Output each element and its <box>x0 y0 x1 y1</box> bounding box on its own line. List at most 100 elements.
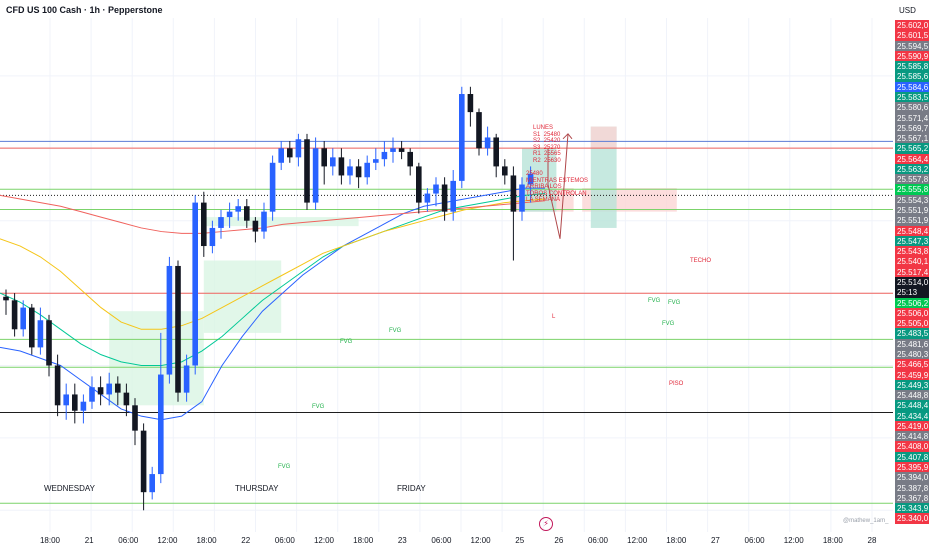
candle-body <box>287 148 293 158</box>
time-tick-label: 18:00 <box>196 536 217 545</box>
candle-body <box>209 227 216 247</box>
day-label-friday: FRIDAY <box>397 484 426 493</box>
candle-body <box>510 175 517 212</box>
candles <box>3 86 534 511</box>
fvg-label: FVG <box>648 298 661 304</box>
price-label: 25.583,5 <box>895 91 929 103</box>
price-label: 25.480,3 <box>895 348 929 360</box>
candle-body <box>398 148 405 152</box>
candle-body <box>450 180 456 212</box>
candle-body <box>459 94 465 181</box>
price-label: 25.551,9 <box>895 205 929 217</box>
time-tick-label: 25 <box>515 536 525 545</box>
piso-label: PISO <box>669 381 684 387</box>
candle-body <box>381 151 388 160</box>
time-tick-label: 28 <box>867 536 877 545</box>
candle-body <box>244 206 250 221</box>
price-label: 25.565,2 <box>895 143 929 155</box>
zone-box <box>590 126 617 149</box>
price-label: 25.343,9 <box>895 503 929 515</box>
fvg-label: FVG <box>312 404 325 410</box>
price-label: 25.594,5 <box>895 40 929 52</box>
price-label: 25.602,0 <box>895 20 929 31</box>
price-label: 25.506,2 <box>895 297 929 309</box>
price-label: 25.459,9 <box>895 369 929 381</box>
time-tick-label: 22 <box>241 536 251 545</box>
candle-body <box>20 307 26 330</box>
time-tick-label: 18:00 <box>666 536 687 545</box>
time-tick-label: 26 <box>554 536 564 545</box>
candle-body <box>338 157 345 176</box>
price-label: 25.571,4 <box>895 112 929 124</box>
price-label: 25.517,4 <box>895 266 929 278</box>
price-label: 25.395,9 <box>895 462 929 474</box>
day-label-wednesday: WEDNESDAY <box>44 484 95 493</box>
time-tick-label: 12:00 <box>157 536 178 545</box>
candle-body <box>321 148 327 167</box>
price-label: 25.590,9 <box>895 50 929 62</box>
candle-body <box>115 383 121 393</box>
candle-body <box>123 392 130 406</box>
candle-body <box>269 162 276 212</box>
price-label: 25.547,3 <box>895 235 929 247</box>
candle-body <box>218 217 224 228</box>
candle-body <box>390 148 396 152</box>
horizontal-levels <box>0 140 893 504</box>
candle-body <box>519 184 525 212</box>
price-label: 25.514,0 <box>895 277 929 288</box>
price-label: 25.419,0 <box>895 420 929 432</box>
fvg-label: FVG <box>668 300 681 306</box>
candle-body <box>29 307 35 348</box>
fvg-label: FVG <box>662 321 675 327</box>
candle-body <box>201 202 207 247</box>
candle-body <box>175 265 181 393</box>
time-tick-label: 06:00 <box>744 536 765 545</box>
price-label: 25.543,8 <box>895 246 929 258</box>
candle-body <box>355 166 362 178</box>
candle-body <box>416 166 422 203</box>
price-label: 25.414,8 <box>895 431 929 443</box>
candle-body <box>106 383 112 395</box>
candle-body <box>97 387 104 395</box>
price-label: 25.540,1 <box>895 256 929 268</box>
candle-body <box>373 159 379 163</box>
price-label: 25.448,8 <box>895 390 929 402</box>
time-tick-label: 21 <box>84 536 94 545</box>
price-label: 25.434,4 <box>895 410 929 422</box>
candle-body <box>72 394 78 411</box>
time-tick-label: 06:00 <box>587 536 609 545</box>
price-label: 25.564,4 <box>895 153 929 165</box>
candle-body <box>476 112 482 149</box>
time-tick-label: 12:00 <box>470 536 491 545</box>
price-label: 25.584,6 <box>895 81 929 93</box>
candle-body <box>140 430 147 493</box>
candle-body <box>312 148 319 203</box>
candle-body <box>467 94 474 113</box>
lightning-icon[interactable]: ⚡ <box>539 517 553 531</box>
projection-path <box>547 133 569 239</box>
price-label: 25.367,8 <box>895 492 929 504</box>
time-tick-label: 18:00 <box>353 536 374 545</box>
candle-body <box>46 320 52 366</box>
projection-arrowhead <box>562 133 573 140</box>
candle-body <box>158 374 164 475</box>
price-label: 25.554,3 <box>895 194 929 206</box>
price-label: 25.555,8 <box>895 184 929 196</box>
time-tick-label: 23 <box>397 536 407 545</box>
moving-average-line <box>0 198 546 330</box>
chart-title: CFD US 100 Cash · 1h · Pepperstone <box>6 5 163 15</box>
price-label: 25:13 <box>895 287 929 299</box>
price-label: 25.563,2 <box>895 163 929 175</box>
candle-body <box>433 184 439 194</box>
candle-body <box>364 162 370 178</box>
candle-body <box>132 405 138 431</box>
candle-body <box>166 265 173 375</box>
price-label: 25.408,0 <box>895 441 929 453</box>
chart-grid <box>0 18 914 532</box>
price-label: 25.557,8 <box>895 174 929 186</box>
monday-levels-note: LUNES S1 25480 S2 25420 S3 25270 R1 2556… <box>533 125 561 164</box>
price-label: 25.483,5 <box>895 328 929 340</box>
candle-body <box>493 137 499 167</box>
candle-body <box>3 296 9 301</box>
